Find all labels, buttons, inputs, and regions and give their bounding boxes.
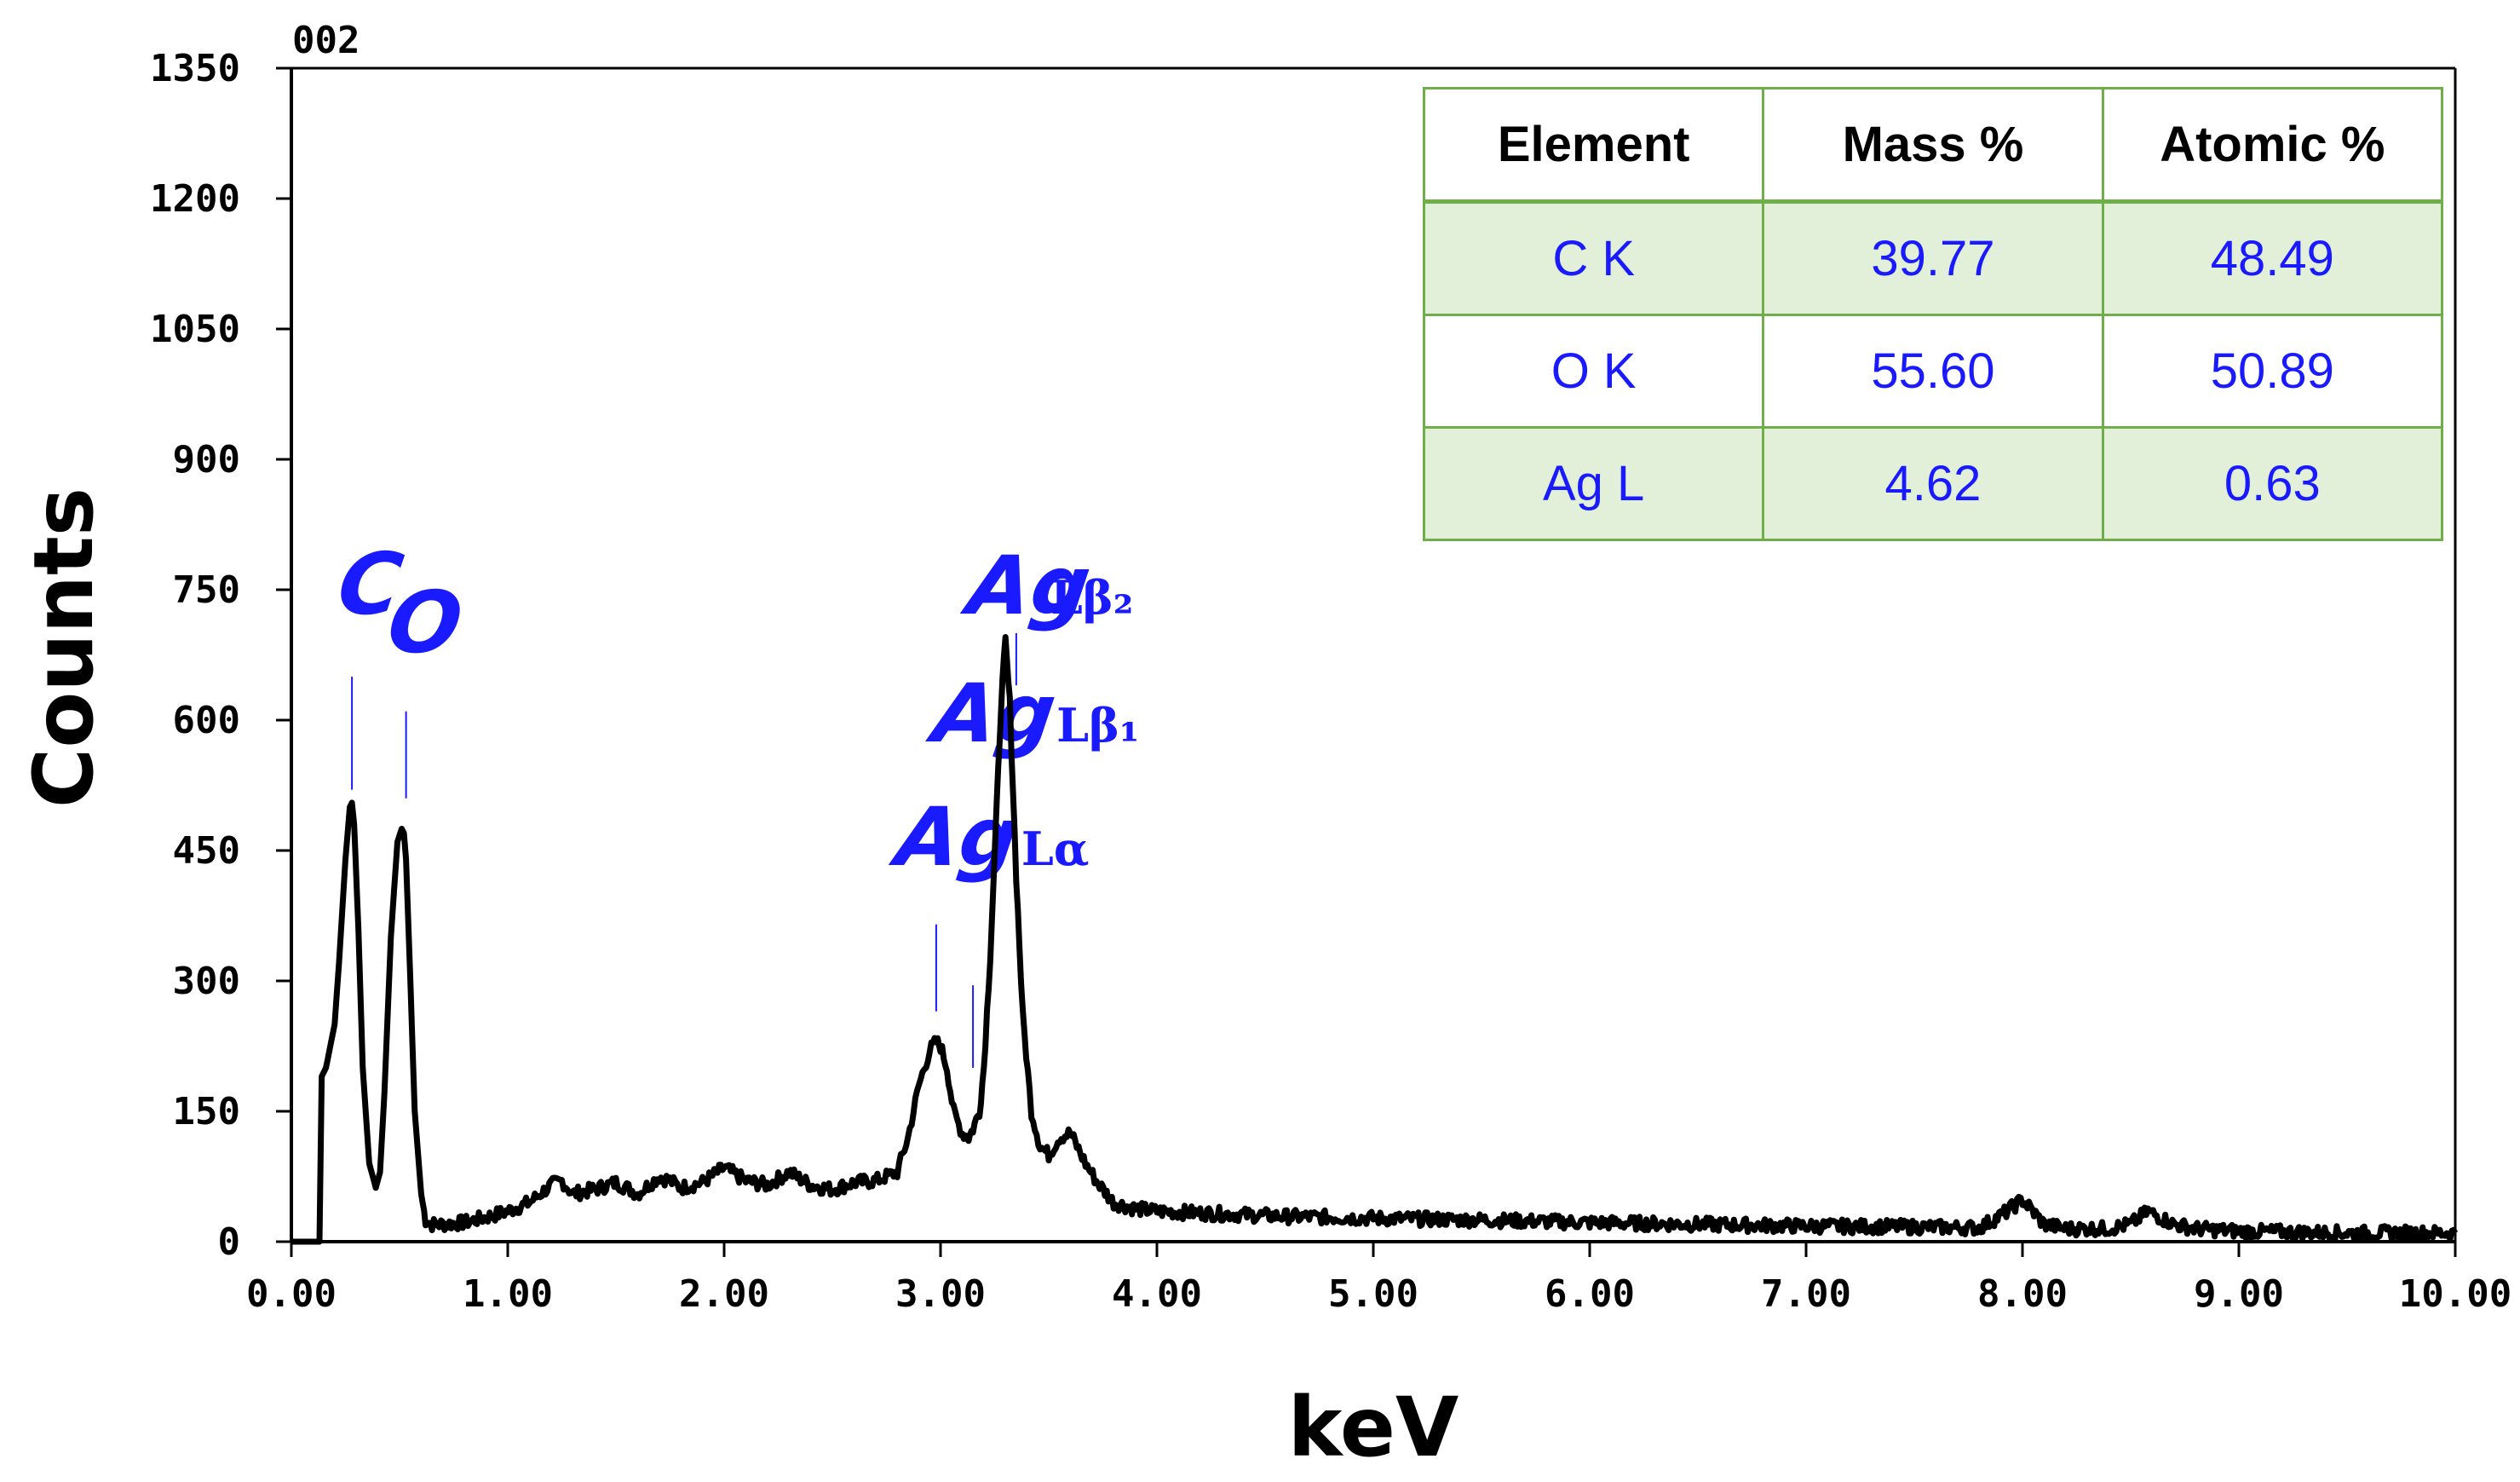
x-axis-ticks: 0.00 1.00 2.00 3.00 4.00 5.00 6.00 7.00 8.00 9.00… [246, 1242, 2511, 1316]
table-row: Ag L 4.62 0.63 [1422, 426, 2444, 541]
peak-line-label: Lβ₂ [1050, 570, 1133, 625]
y-tick-label: 1350 [150, 47, 240, 90]
y-tick-label: 1200 [150, 177, 240, 221]
header-atomic-percent: Atomic % [2101, 87, 2444, 204]
sample-label: 002 [292, 19, 360, 62]
y-tick-label: 600 [173, 699, 240, 742]
cell-mass-percent: 4.62 [1762, 426, 2104, 541]
cell-atomic-percent: 50.89 [2101, 314, 2444, 429]
spectrum-line [290, 634, 2459, 1245]
x-tick-label: 5.00 [1328, 1272, 1418, 1316]
y-tick-label: 900 [173, 438, 240, 482]
peak-symbol-label: Ag [957, 538, 1096, 632]
peak-symbol-label: Ag [922, 666, 1062, 760]
x-tick-label: 3.00 [895, 1272, 986, 1316]
cell-mass-percent: 55.60 [1762, 314, 2104, 429]
table-row: C K 39.77 48.49 [1422, 200, 2444, 316]
x-tick-label: 1.00 [463, 1272, 553, 1316]
cell-element: C K [1422, 200, 1765, 316]
y-tick-label: 1050 [150, 308, 240, 351]
cell-atomic-percent: 0.63 [2101, 426, 2444, 541]
x-tick-label: 7.00 [1761, 1272, 1851, 1316]
y-tick-label: 150 [173, 1090, 240, 1133]
peak-symbol-label: C [332, 534, 409, 633]
x-tick-label: 10.00 [2399, 1272, 2511, 1316]
header-element: Element [1422, 87, 1765, 204]
y-axis-ticks: 0 150 300 450 600 750 900 1050 1200 1350 [150, 47, 291, 1264]
x-tick-label: 2.00 [679, 1272, 769, 1316]
x-tick-label: 0.00 [246, 1272, 337, 1316]
cell-element: O K [1422, 314, 1765, 429]
y-tick-label: 750 [173, 568, 240, 612]
x-tick-label: 8.00 [1977, 1272, 2068, 1316]
header-mass-percent: Mass % [1762, 87, 2104, 204]
x-tick-label: 9.00 [2194, 1272, 2284, 1316]
peak-line-label: Lβ₁ [1056, 698, 1139, 753]
composition-table: Element Mass % Atomic % C K 39.77 48.49 … [1422, 87, 2444, 541]
y-tick-label: 300 [173, 960, 240, 1003]
table-row: O K 55.60 50.89 [1422, 314, 2444, 429]
y-tick-label: 0 [218, 1220, 241, 1264]
y-axis-title: Counts [16, 487, 112, 808]
cell-atomic-percent: 48.49 [2101, 200, 2444, 316]
cell-mass-percent: 39.77 [1762, 200, 2104, 316]
y-tick-label: 450 [173, 829, 240, 873]
x-axis-title: keV [1288, 1380, 1459, 1475]
peak-symbol-label: O [382, 573, 468, 672]
x-tick-label: 4.00 [1112, 1272, 1202, 1316]
peak-symbol-label: Ag [885, 789, 1025, 884]
x-tick-label: 6.00 [1545, 1272, 1635, 1316]
table-header-row: Element Mass % Atomic % [1422, 87, 2444, 204]
cell-element: Ag L [1422, 426, 1765, 541]
peak-line-label: Lα [1021, 822, 1090, 876]
